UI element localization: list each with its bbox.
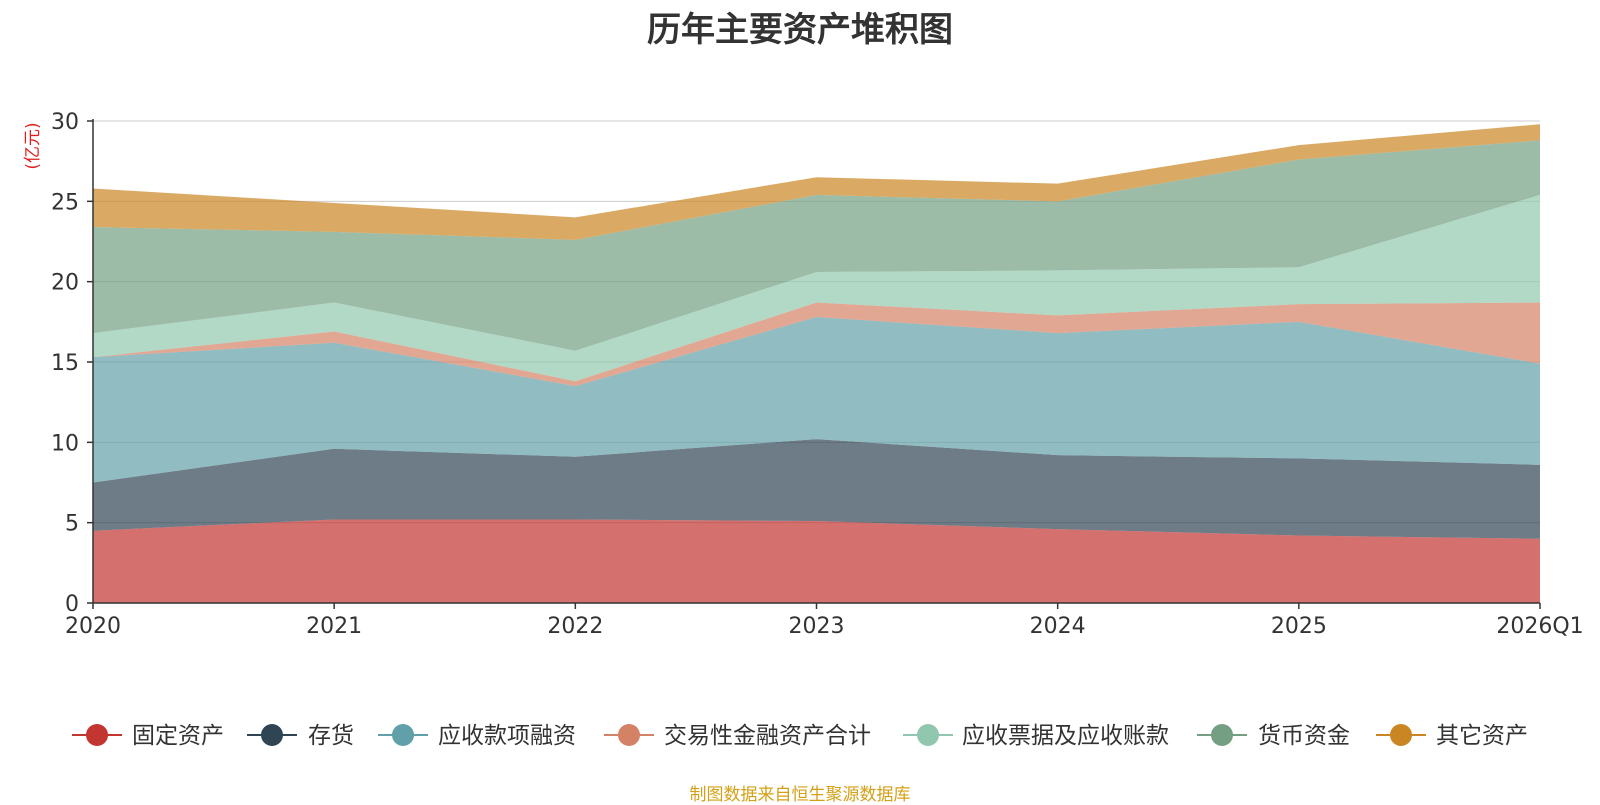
legend-item-1[interactable]: 存货	[247, 723, 354, 749]
legend-item-5[interactable]: 货币资金	[1197, 723, 1350, 749]
area-series-0	[93, 519, 1540, 603]
legend-label: 交易性金融资产合计	[664, 723, 871, 749]
area-series-6	[93, 124, 1540, 240]
legend-marker	[1211, 724, 1233, 746]
legend-marker	[261, 724, 283, 746]
x-tick-label: 2022	[547, 614, 603, 639]
x-tick-label: 2024	[1030, 614, 1086, 639]
y-tick-label: 30	[51, 110, 79, 135]
area-series-2	[93, 317, 1540, 483]
legend-item-3[interactable]: 交易性金融资产合计	[604, 723, 871, 749]
x-tick-label: 2020	[65, 614, 121, 639]
x-tick-label: 2025	[1271, 614, 1327, 639]
y-tick-label: 15	[51, 351, 79, 376]
legend-label: 固定资产	[132, 723, 224, 749]
y-tick-label: 25	[51, 190, 79, 215]
legend-item-6[interactable]: 其它资产	[1376, 723, 1528, 749]
legend-item-4[interactable]: 应收票据及应收账款	[903, 723, 1169, 749]
area-layer	[93, 124, 1540, 603]
chart-title: 历年主要资产堆积图	[647, 10, 953, 50]
legend-marker	[917, 724, 939, 746]
legend-marker	[1390, 724, 1412, 746]
legend-item-0[interactable]: 固定资产	[72, 723, 224, 749]
x-tick-label: 2026Q1	[1496, 614, 1583, 639]
y-tick-label: 10	[51, 431, 79, 456]
y-axis-unit-label: (亿元)	[23, 122, 43, 169]
y-tick-label: 0	[65, 592, 79, 617]
area-series-5	[93, 140, 1540, 351]
y-tick-label: 20	[51, 271, 79, 296]
legend-label: 存货	[308, 723, 354, 749]
legend-label: 应收票据及应收账款	[962, 723, 1169, 749]
x-tick-label: 2023	[789, 614, 845, 639]
legend-marker	[618, 724, 640, 746]
legend-item-2[interactable]: 应收款项融资	[378, 723, 576, 749]
area-series-3	[93, 302, 1540, 387]
legend-layer: 固定资产 存货 应收款项融资 交易性金融资产合计 应收票据及应收账款 货币资金 其它资产	[72, 723, 1528, 749]
legend-label: 应收款项融资	[438, 723, 576, 749]
legend-marker	[86, 724, 108, 746]
source-note: 制图数据来自恒生聚源数据库	[689, 785, 911, 805]
x-tick-label: 2021	[306, 614, 362, 639]
legend-marker	[392, 724, 414, 746]
legend-label: 其它资产	[1436, 723, 1528, 749]
legend-label: 货币资金	[1258, 723, 1350, 749]
y-tick-label: 5	[65, 512, 79, 537]
area-series-1	[93, 439, 1540, 539]
area-series-4	[93, 194, 1540, 382]
